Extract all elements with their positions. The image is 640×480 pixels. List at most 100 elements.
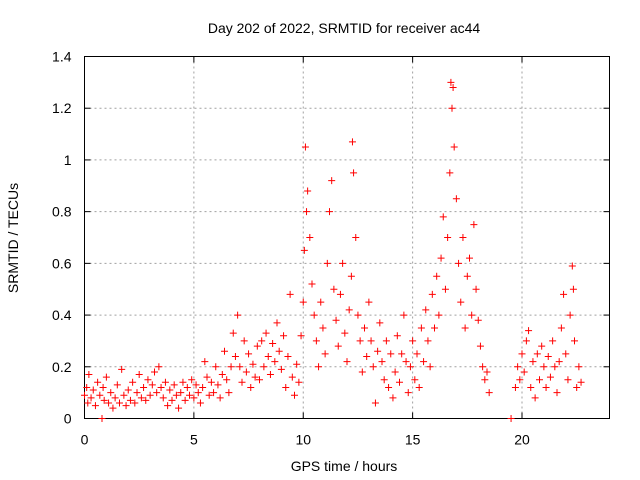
data-point	[179, 378, 187, 386]
data-point	[131, 399, 139, 407]
data-point	[218, 371, 226, 379]
x-tick-label: 15	[405, 432, 421, 448]
data-point	[468, 311, 476, 319]
data-point	[321, 350, 329, 358]
data-point	[225, 389, 233, 397]
data-point	[192, 381, 200, 389]
data-point	[542, 383, 550, 391]
data-point	[409, 337, 417, 345]
data-point	[411, 376, 419, 384]
data-point	[258, 337, 266, 345]
data-point	[330, 285, 338, 293]
data-point	[367, 337, 375, 345]
y-tick-label: 0.6	[52, 255, 72, 271]
data-point	[518, 350, 526, 358]
data-point	[555, 358, 563, 366]
data-point	[210, 389, 218, 397]
data-point	[363, 352, 371, 360]
data-point	[449, 84, 457, 92]
data-point	[575, 363, 583, 371]
data-point	[301, 143, 309, 151]
data-point	[303, 208, 311, 216]
data-point	[452, 195, 460, 203]
data-point	[177, 389, 185, 397]
data-point	[286, 290, 294, 298]
data-point	[553, 389, 561, 397]
data-point	[544, 352, 552, 360]
data-point	[393, 332, 401, 340]
data-point	[389, 394, 397, 402]
data-point	[365, 298, 373, 306]
data-point	[234, 311, 242, 319]
data-point	[81, 391, 88, 399]
data-point	[343, 358, 351, 366]
data-point	[326, 208, 333, 216]
data-point	[227, 363, 235, 371]
data-point	[144, 376, 152, 384]
data-point	[400, 311, 408, 319]
data-point	[571, 337, 578, 345]
data-point	[573, 383, 581, 391]
data-point	[439, 213, 447, 221]
data-point	[293, 360, 301, 368]
x-tick-label: 0	[81, 432, 89, 448]
data-point	[231, 352, 239, 360]
data-point	[190, 394, 198, 402]
data-point	[472, 285, 480, 293]
data-point	[459, 234, 467, 241]
data-point	[161, 378, 169, 386]
data-point	[529, 358, 537, 366]
data-point	[569, 285, 577, 293]
x-axis-label: GPS time / hours	[291, 458, 398, 474]
data-point	[481, 376, 489, 384]
data-point	[522, 337, 530, 345]
data-point	[109, 404, 117, 412]
data-point	[348, 138, 356, 146]
data-point	[374, 347, 382, 355]
data-point	[135, 371, 143, 379]
data-point	[207, 378, 215, 386]
data-point	[275, 347, 283, 355]
data-point	[98, 415, 106, 422]
data-point	[332, 316, 340, 324]
data-point	[133, 389, 141, 397]
data-point	[87, 394, 95, 402]
data-point	[536, 376, 543, 384]
data-point	[549, 337, 557, 345]
data-point	[247, 383, 255, 391]
data-point	[422, 306, 430, 314]
data-point	[251, 373, 259, 381]
data-point	[166, 386, 174, 394]
data-point	[299, 298, 307, 306]
data-point	[345, 306, 353, 314]
data-point	[300, 246, 308, 254]
data-point	[94, 378, 102, 386]
data-point	[236, 363, 244, 371]
data-point	[538, 342, 546, 350]
data-point	[336, 290, 344, 298]
data-point	[203, 373, 211, 381]
data-points	[81, 78, 585, 422]
data-point	[188, 376, 196, 384]
data-point	[312, 337, 320, 345]
data-point	[315, 363, 323, 371]
data-point	[223, 376, 231, 384]
y-tick-label: 0	[64, 411, 72, 427]
data-point	[159, 394, 167, 402]
data-point	[485, 389, 493, 397]
data-point	[447, 78, 455, 86]
data-point	[525, 327, 533, 335]
y-tick-label: 1.4	[52, 49, 72, 65]
data-point	[129, 378, 137, 386]
data-point	[415, 383, 423, 391]
data-point	[229, 329, 237, 337]
data-point	[461, 324, 469, 332]
data-point	[205, 391, 213, 399]
y-tick-label: 0.8	[52, 204, 72, 220]
data-point	[568, 262, 576, 270]
data-point	[479, 363, 487, 371]
data-point	[446, 169, 454, 177]
data-point	[378, 358, 386, 366]
data-point	[328, 177, 336, 185]
data-point	[450, 143, 458, 151]
